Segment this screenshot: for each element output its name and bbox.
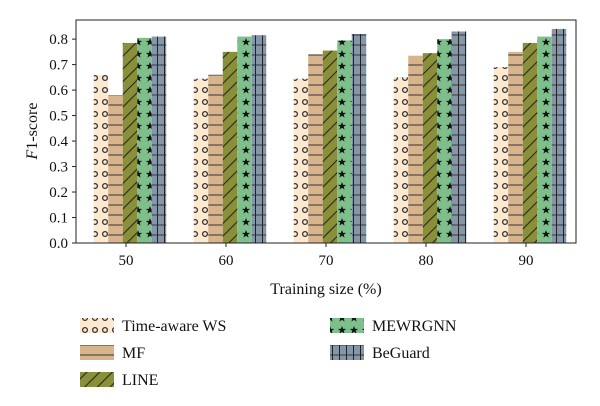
legend-item-line: LINE bbox=[80, 372, 158, 389]
legend-label: MEWRGNN bbox=[372, 318, 457, 335]
bar-mewrgnn-80 bbox=[437, 39, 452, 243]
legend-swatch bbox=[80, 318, 114, 333]
bar-line-90 bbox=[522, 42, 538, 243]
legend-item-mf: MF bbox=[80, 345, 145, 362]
y-tick-label: 0.5 bbox=[49, 109, 68, 125]
bar-mf-60 bbox=[208, 74, 223, 243]
x-tick-label: 70 bbox=[319, 253, 334, 269]
y-axis-label: F1-score bbox=[24, 103, 41, 161]
y-tick-label: 0.8 bbox=[49, 32, 68, 48]
bar-mf-70 bbox=[308, 54, 323, 243]
legend-swatch bbox=[80, 372, 114, 387]
bar-line-50 bbox=[122, 42, 138, 243]
legend-item-beguard: BeGuard bbox=[330, 345, 430, 362]
bar-time-aware-ws-70 bbox=[293, 78, 309, 244]
bar-beguard-80 bbox=[451, 31, 467, 243]
y-tick-label: 0.6 bbox=[49, 83, 68, 99]
legend-label: LINE bbox=[122, 372, 158, 389]
bar-beguard-90 bbox=[551, 28, 567, 244]
bar-beguard-50 bbox=[151, 36, 167, 243]
y-tick-label: 0.2 bbox=[49, 185, 68, 201]
x-tick-label: 60 bbox=[219, 253, 234, 269]
legend-swatch bbox=[80, 345, 114, 360]
legend-swatch bbox=[330, 345, 364, 360]
legend-label: BeGuard bbox=[372, 345, 430, 362]
x-tick-label: 50 bbox=[119, 253, 134, 269]
x-tick-label: 90 bbox=[519, 253, 534, 269]
bar-line-70 bbox=[322, 50, 338, 243]
y-tick-label: 0.3 bbox=[49, 160, 68, 176]
y-tick-label: 0.4 bbox=[49, 134, 68, 150]
bar-beguard-60 bbox=[251, 35, 267, 243]
legend-label: MF bbox=[122, 345, 145, 362]
legend-item-mewrgnn: MEWRGNN bbox=[330, 318, 457, 335]
x-axis-ticks: 50 60 70 80 90 bbox=[119, 243, 534, 269]
legend: Time-aware WS MF LINE MEWRGNN BeGuard bbox=[80, 318, 457, 389]
bar-time-aware-ws-90 bbox=[493, 67, 509, 244]
legend-swatch bbox=[330, 318, 364, 333]
bar-time-aware-ws-80 bbox=[393, 77, 409, 243]
bar-mewrgnn-90 bbox=[537, 36, 552, 243]
bar-line-60 bbox=[222, 51, 238, 243]
bars-layer bbox=[93, 28, 567, 244]
bar-beguard-70 bbox=[351, 34, 367, 243]
bar-mewrgnn-60 bbox=[237, 36, 252, 243]
plot-frame bbox=[75, 19, 577, 244]
bar-mf-50 bbox=[108, 95, 123, 244]
legend-label: Time-aware WS bbox=[122, 318, 226, 335]
legend-item-time-aware-ws: Time-aware WS bbox=[80, 318, 226, 335]
bar-time-aware-ws-60 bbox=[193, 78, 209, 244]
bar-line-80 bbox=[422, 53, 438, 243]
bar-mf-90 bbox=[508, 51, 523, 243]
bar-mewrgnn-50 bbox=[137, 37, 152, 244]
y-tick-label: 0.1 bbox=[49, 211, 68, 227]
y-tick-label: 0.7 bbox=[49, 58, 68, 74]
x-tick-label: 80 bbox=[419, 253, 434, 269]
x-axis-label: Training size (%) bbox=[270, 281, 381, 298]
bar-mewrgnn-70 bbox=[337, 40, 352, 243]
y-axis-ticks: 0.0 0.1 0.2 0.3 0.4 0.5 0.6 0.7 0.8 bbox=[49, 32, 76, 252]
bar-mf-80 bbox=[408, 55, 423, 244]
bar-time-aware-ws-50 bbox=[93, 74, 109, 243]
y-tick-label: 0.0 bbox=[49, 236, 68, 252]
